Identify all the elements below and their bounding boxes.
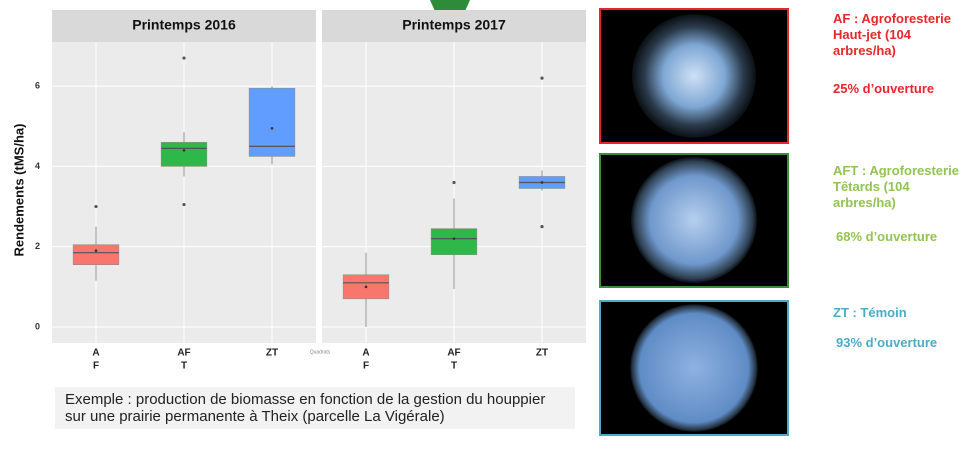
- photo-opening: 25% d’ouverture: [833, 81, 973, 97]
- y-tick-label: 2: [35, 241, 40, 251]
- outlier: [452, 181, 455, 184]
- x-tick-label: F: [93, 361, 99, 372]
- mean-point: [271, 127, 274, 130]
- photo-label: ZT : Témoin: [833, 305, 973, 321]
- outlier: [540, 225, 543, 228]
- outlier: [540, 77, 543, 80]
- x-tick-label: ZT: [536, 348, 548, 359]
- x-tick-label: A: [362, 348, 369, 359]
- x-tick-label: T: [181, 361, 187, 372]
- outlier: [94, 205, 97, 208]
- y-tick-label: 4: [35, 161, 40, 171]
- x-tick-label: AF: [447, 348, 460, 359]
- mean-point: [183, 149, 186, 152]
- photo-opening: 93% d’ouverture: [836, 335, 976, 351]
- x-axis-label: Quadrats: [310, 349, 331, 355]
- page: Rendements (tMS/ha) Quadrats Printemps 2…: [0, 0, 980, 451]
- photo-label: AFT : Agroforesterie Têtards (104 arbres…: [833, 163, 973, 211]
- photo-3: [600, 301, 788, 435]
- y-tick-label: 0: [35, 321, 40, 331]
- mean-point: [453, 237, 456, 240]
- outlier: [182, 203, 185, 206]
- mean-point: [95, 249, 98, 252]
- mean-point: [365, 286, 368, 289]
- box: [73, 245, 119, 265]
- x-tick-label: ZT: [266, 348, 278, 359]
- x-tick-label: A: [92, 348, 99, 359]
- outlier: [182, 56, 185, 59]
- photo-label: AF : Agroforesterie Haut-jet (104 arbres…: [833, 11, 973, 59]
- facet-title: Printemps 2017: [402, 17, 506, 33]
- x-tick-label: F: [363, 361, 369, 372]
- mean-point: [541, 181, 544, 184]
- box: [431, 229, 477, 255]
- chart: Rendements (tMS/ha) Quadrats Printemps 2…: [0, 0, 980, 451]
- photo-2: [600, 154, 788, 287]
- caption: Exemple : production de biomasse en fonc…: [55, 387, 575, 429]
- y-tick-label: 6: [35, 81, 40, 91]
- y-axis-label: Rendements (tMS/ha): [11, 124, 26, 257]
- facet-title: Printemps 2016: [132, 17, 236, 33]
- x-tick-label: T: [451, 361, 457, 372]
- box: [161, 142, 207, 166]
- x-tick-label: AF: [177, 348, 190, 359]
- photo-opening: 68% d’ouverture: [836, 229, 976, 245]
- photo-1: [600, 9, 788, 143]
